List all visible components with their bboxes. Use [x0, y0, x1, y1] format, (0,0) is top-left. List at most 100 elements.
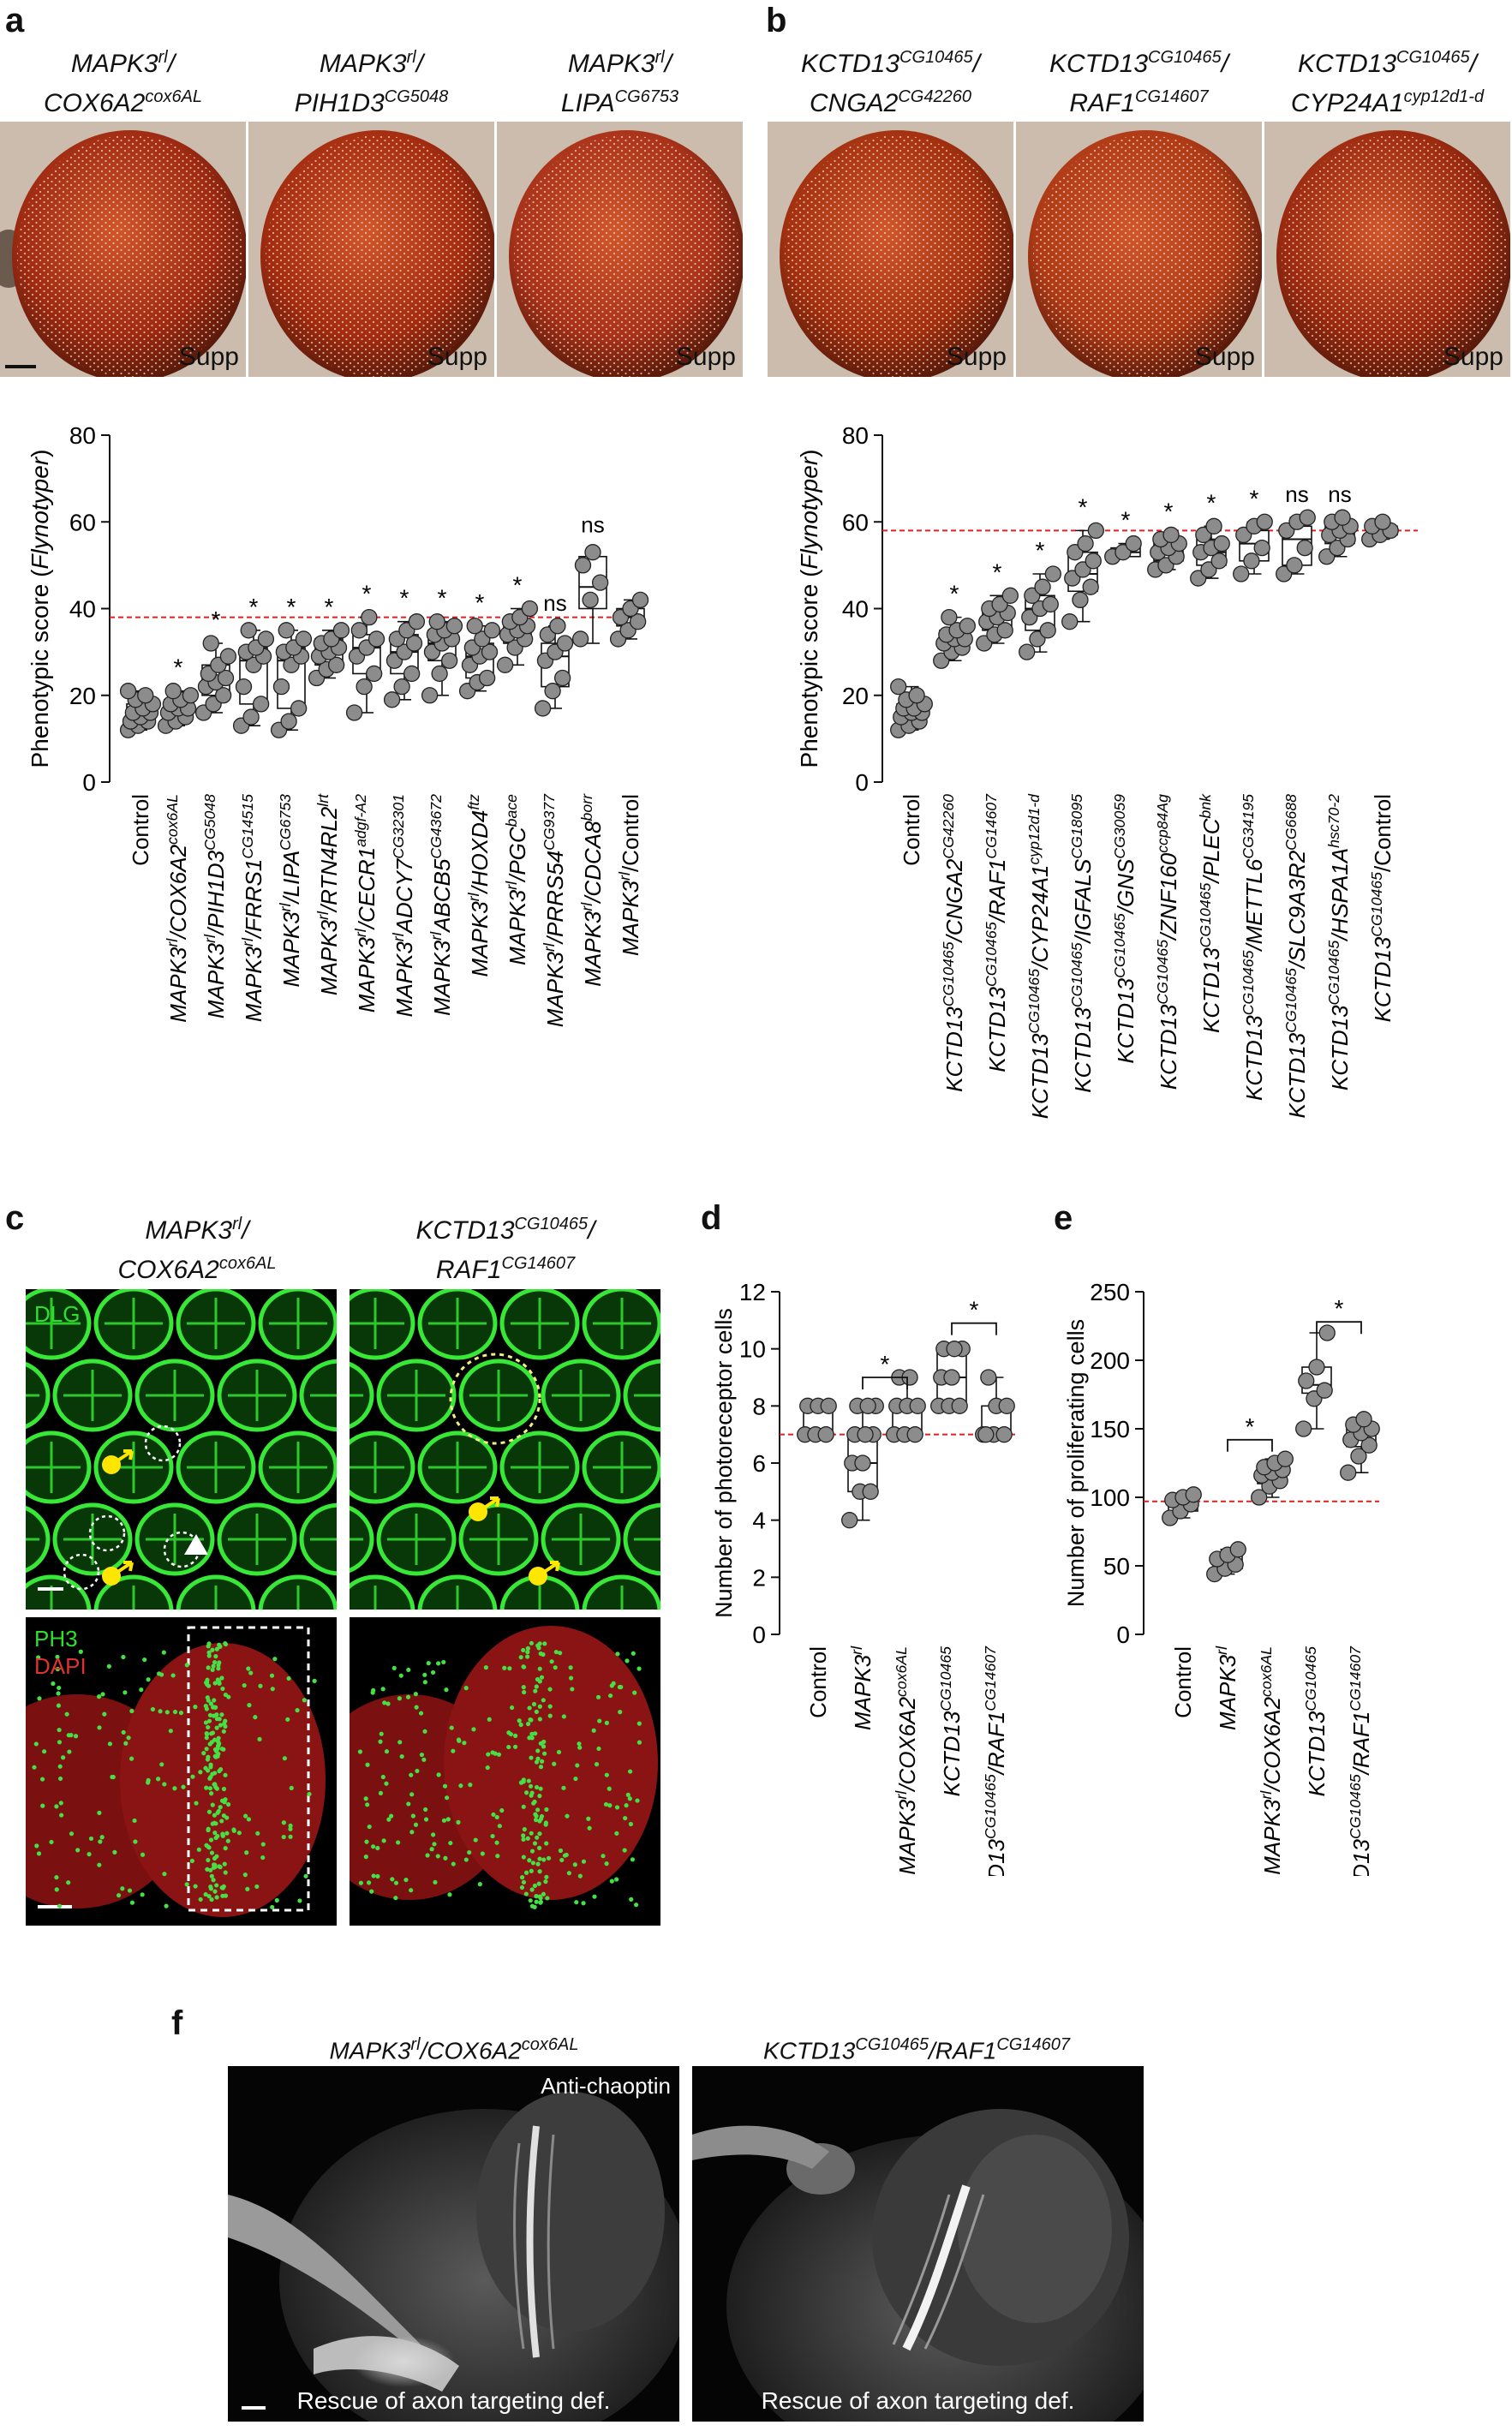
category-label: MAPK3rl	[1213, 1646, 1240, 1730]
data-point	[909, 1397, 926, 1414]
ph3-nucleus	[539, 1675, 545, 1680]
ph3-nucleus	[529, 1903, 535, 1908]
ph3-nucleus	[537, 1845, 542, 1850]
significance-mark: *	[174, 654, 183, 681]
ph3-nucleus	[521, 1855, 526, 1860]
ph3-nucleus	[172, 1786, 177, 1791]
data-point	[1276, 1450, 1294, 1467]
ph3-nucleus	[371, 1873, 376, 1878]
box-1	[119, 683, 162, 738]
ph3-nucleus	[204, 1730, 209, 1736]
significance-mark: *	[513, 572, 523, 599]
ph3-nucleus	[409, 1888, 414, 1893]
box-4: *	[1019, 537, 1061, 660]
dashed-circle	[144, 1425, 182, 1462]
ph3-nucleus	[577, 1745, 583, 1750]
box-2	[841, 1397, 884, 1529]
data-point	[403, 665, 421, 683]
ph3-nucleus	[211, 1878, 216, 1883]
ph3-nucleus	[205, 1867, 210, 1872]
ph3-nucleus	[618, 1710, 623, 1715]
ph3-nucleus	[490, 1833, 495, 1839]
significance-mark: *	[1207, 489, 1216, 516]
ph3-nucleus	[219, 1798, 225, 1803]
ph3-nucleus	[223, 1718, 228, 1723]
ph3-nucleus	[533, 1688, 538, 1693]
ph3-nucleus	[206, 1857, 211, 1863]
ph3-nucleus	[529, 1755, 534, 1760]
ph3-nucleus	[422, 1672, 427, 1677]
ph3-nucleus	[260, 1842, 266, 1847]
data-point	[1082, 578, 1099, 595]
ph3-nucleus	[39, 1777, 45, 1782]
ph3-nucleus	[204, 1843, 209, 1848]
ph3-nucleus	[596, 1746, 601, 1752]
ph3-nucleus	[121, 1729, 126, 1735]
ph3-nucleus	[133, 1839, 138, 1844]
ph3-nucleus	[364, 1839, 369, 1844]
ph3-nucleus	[204, 1785, 209, 1790]
ph3-nucleus	[529, 1887, 535, 1892]
data-point	[219, 648, 237, 665]
ph3-nucleus	[426, 1661, 431, 1666]
significance-mark: *	[438, 585, 447, 612]
ph3-nucleus	[258, 1683, 263, 1688]
ph3-nucleus	[219, 1675, 224, 1681]
data-point	[214, 687, 232, 704]
ph3-nucleus	[630, 1651, 636, 1656]
ph3-nucleus	[519, 1875, 525, 1880]
ph3-nucleus	[106, 1663, 111, 1669]
ph3-nucleus	[270, 1687, 275, 1692]
ommatidia-lattice-1	[26, 1289, 337, 1610]
arrowhead-icon	[184, 1534, 208, 1555]
panel-letter-d: d	[701, 1199, 722, 1237]
ph3-nucleus	[448, 1840, 453, 1846]
y-tick-label: 20	[842, 683, 869, 709]
ph3-nucleus	[248, 1670, 254, 1675]
ph3-nucleus	[527, 1735, 532, 1741]
dapi-label: DAPI	[34, 1653, 87, 1679]
ph3-nucleus	[32, 1765, 37, 1770]
ph3-nucleus	[236, 1831, 242, 1836]
disc-group	[350, 1626, 658, 1909]
ph3-nucleus	[607, 1693, 613, 1699]
category-label: Control	[899, 794, 924, 866]
ph3-nucleus	[513, 1733, 518, 1738]
ph3-nucleus	[157, 1671, 162, 1676]
ph3-nucleus	[636, 1721, 642, 1726]
y-tick-label: 80	[69, 422, 96, 449]
dlg-label: DLG	[34, 1301, 81, 1327]
category-label: MAPK3rlADCY7CG32301	[390, 794, 417, 1017]
significance-mark: *	[212, 606, 221, 633]
ph3-nucleus	[522, 1689, 527, 1695]
ph3-nucleus	[211, 1865, 217, 1870]
data-point	[217, 669, 235, 687]
eye-image-b-3: Supp	[1264, 122, 1510, 377]
ph3-nucleus	[40, 1803, 45, 1808]
eye-image-b-2: Supp	[1016, 122, 1262, 377]
ph3-nucleus	[380, 1687, 385, 1692]
ph3-nucleus	[209, 1850, 215, 1855]
ph3-nucleus	[221, 1813, 226, 1819]
ph3-nucleus	[381, 1838, 386, 1843]
eye-image-b-1: Supp	[768, 122, 1013, 377]
ph3-nucleus	[223, 1772, 228, 1777]
ph3-nucleus	[507, 1666, 512, 1671]
anti-chaoptin-label: Anti-chaoptin	[541, 2073, 671, 2099]
data-point	[421, 687, 439, 704]
ph3-nucleus	[243, 1813, 248, 1819]
dashed-circle	[63, 1553, 100, 1591]
dashed-circle	[88, 1514, 126, 1552]
data-point	[946, 1341, 963, 1358]
data-point	[1243, 552, 1260, 570]
ph3-nucleus	[415, 1768, 420, 1774]
data-point	[977, 1426, 995, 1443]
arrow-icon	[110, 1449, 134, 1466]
box-12	[1361, 513, 1399, 548]
category-label: KCTD13CG10465/CYP24A1cyp12d1-d	[1025, 793, 1053, 1119]
data-point	[1125, 535, 1142, 552]
chart-b: 0 20 40 60 80 Phenotypic score (Flynotyper) Co…	[796, 422, 1418, 1119]
ph3-nucleus	[604, 1861, 609, 1867]
data-point	[1001, 587, 1019, 604]
y-tick-label: 150	[1090, 1416, 1130, 1442]
